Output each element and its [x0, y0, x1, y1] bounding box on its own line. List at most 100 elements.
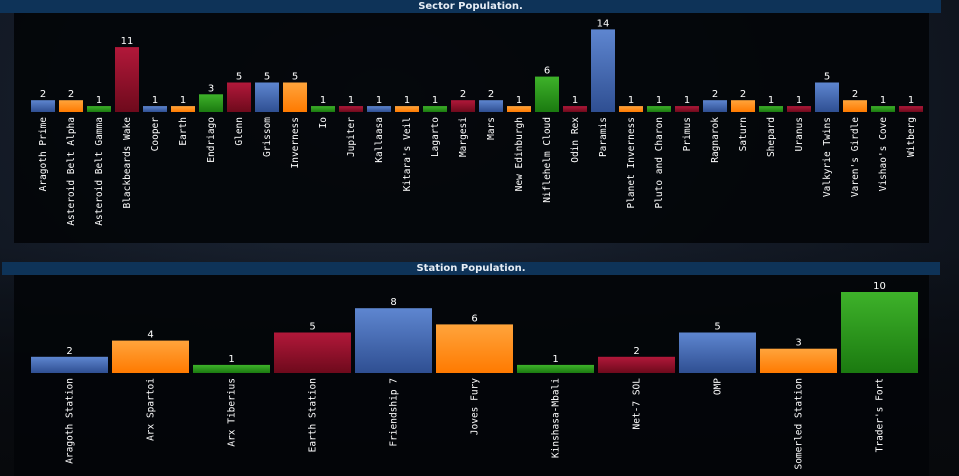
station-bar[interactable] [112, 340, 189, 373]
sector-bar[interactable] [647, 106, 671, 112]
sector-bar[interactable] [283, 82, 307, 113]
sector-category-label: Glenn [234, 117, 245, 146]
sector-value-label: 1 [768, 95, 774, 106]
sector-panel-body [14, 13, 929, 243]
sector-bar[interactable] [339, 106, 363, 112]
station-bar[interactable] [517, 364, 594, 373]
sector-bar[interactable] [871, 106, 895, 112]
sector-value-label: 1 [880, 95, 886, 106]
station-value-label: 2 [66, 346, 72, 357]
station-category-label: Arx Tiberius [227, 378, 238, 447]
station-bar[interactable] [436, 324, 513, 373]
sector-bar[interactable] [843, 100, 867, 112]
sector-bar[interactable] [703, 100, 727, 112]
station-category-label: Friendship 7 [389, 378, 400, 447]
sector-chart: 2 Aragoth Prime 2 Asteroid Belt Alpha 1 Aster… [31, 18, 923, 226]
sector-value-label: 1 [684, 95, 690, 106]
sector-category-label: Kitara's Veil [402, 117, 413, 191]
sector-category-label: Witberg [906, 117, 917, 157]
sector-bar[interactable] [815, 82, 839, 113]
sector-bar[interactable] [759, 106, 783, 112]
sector-bar[interactable] [255, 82, 279, 113]
sector-value-label: 5 [236, 72, 242, 83]
station-bar[interactable] [355, 308, 432, 373]
sector-bar[interactable] [787, 106, 811, 112]
sector-value-label: 5 [264, 72, 270, 83]
sector-category-label: Io [318, 117, 329, 129]
sector-category-label: Saturn [738, 117, 749, 151]
sector-bar[interactable] [535, 76, 559, 112]
sector-bar[interactable] [311, 106, 335, 112]
sector-category-label: Aragoth Prime [38, 117, 49, 192]
station-bar[interactable] [760, 348, 837, 373]
sector-bar[interactable] [423, 106, 447, 112]
sector-bar[interactable] [59, 100, 83, 112]
sector-bar[interactable] [675, 106, 699, 112]
station-bar[interactable] [193, 364, 270, 373]
sector-bar[interactable] [591, 29, 615, 112]
sector-bar[interactable] [395, 106, 419, 112]
sector-bar[interactable] [227, 82, 251, 113]
sector-bar[interactable] [367, 106, 391, 112]
station-category-label: Arx Spartoi [146, 378, 157, 441]
sector-bar[interactable] [507, 106, 531, 112]
sector-value-label: 1 [572, 95, 578, 106]
station-value-label: 10 [873, 281, 886, 292]
station-chart: 2 Aragoth Station 4 Arx Spartoi 1 Arx Tiberiu… [31, 281, 918, 470]
sector-category-label: Paramis [598, 117, 609, 157]
sector-category-label: Lagarto [430, 117, 441, 157]
sector-category-label: Asteroid Belt Gamma [94, 117, 105, 226]
sector-category-label: Varen's Girdle [850, 117, 861, 197]
station-bar[interactable] [841, 292, 918, 373]
sector-category-label: Mars [486, 117, 497, 140]
sector-bar[interactable] [171, 106, 195, 112]
station-category-label: Aragoth Station [65, 378, 76, 464]
sector-bar[interactable] [87, 106, 111, 112]
sector-value-label: 5 [292, 72, 298, 83]
station-value-label: 5 [309, 322, 315, 333]
sector-value-label: 1 [152, 95, 158, 106]
station-bar[interactable] [274, 332, 351, 374]
sector-bar[interactable] [31, 100, 55, 112]
sector-panel-title: Sector Population. [0, 0, 941, 13]
station-value-label: 4 [147, 330, 153, 341]
sector-value-label: 1 [404, 95, 410, 106]
sector-bar[interactable] [619, 106, 643, 112]
sector-value-label: 1 [180, 95, 186, 106]
sector-category-label: Odin Rex [570, 117, 581, 163]
sector-category-label: Margesi [458, 117, 469, 157]
sector-value-label: 1 [516, 95, 522, 106]
station-panel-body [14, 275, 929, 476]
sector-category-label: Jupiter [346, 117, 357, 157]
sector-value-label: 1 [628, 95, 634, 106]
sector-bar[interactable] [143, 106, 167, 112]
sector-category-label: Shepard [766, 117, 777, 157]
sector-bar[interactable] [899, 106, 923, 112]
station-bar[interactable] [679, 332, 756, 374]
sector-value-label: 2 [852, 89, 858, 100]
sector-value-label: 1 [908, 95, 914, 106]
sector-bar[interactable] [451, 100, 475, 112]
sector-value-label: 1 [348, 95, 354, 106]
sector-value-label: 3 [208, 83, 214, 94]
sector-value-label: 1 [376, 95, 382, 106]
sector-value-label: 1 [656, 95, 662, 106]
sector-value-label: 2 [740, 89, 746, 100]
sector-bar[interactable] [115, 47, 139, 112]
station-value-label: 2 [633, 346, 639, 357]
sector-category-label: Primus [682, 117, 693, 151]
station-bar[interactable] [598, 356, 675, 373]
sector-category-label: Cooper [150, 117, 161, 152]
sector-category-label: Asteroid Belt Alpha [66, 117, 77, 226]
sector-category-label: Vishao's Cove [878, 117, 889, 192]
station-bar[interactable] [31, 356, 108, 373]
sector-bar[interactable] [563, 106, 587, 112]
sector-bar[interactable] [479, 100, 503, 112]
sector-value-label: 11 [121, 36, 134, 47]
station-category-label: Somerled Station [794, 378, 805, 470]
sector-category-label: Niflehelm Cloud [542, 117, 553, 203]
station-category-label: Net-7 SOL [632, 378, 643, 430]
sector-bar[interactable] [199, 94, 223, 112]
sector-bar[interactable] [731, 100, 755, 112]
